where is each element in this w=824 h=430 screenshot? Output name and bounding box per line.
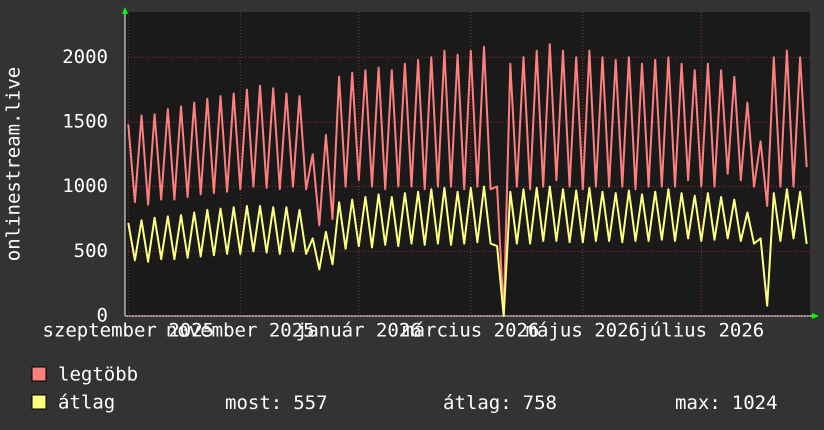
stat-label: max: (675, 392, 721, 414)
legend-swatch (31, 366, 47, 382)
y-tick-label: 1000 (62, 175, 108, 197)
stat: átlag: 758 (443, 392, 557, 414)
x-tick-label: január 2026 (296, 320, 422, 342)
y-tick-label: 1500 (62, 110, 108, 132)
series-line (127, 185, 808, 317)
y-tick-label: 0 (97, 305, 108, 327)
stat-label: átlag: (443, 392, 512, 414)
x-tick-label: november 2025 (166, 320, 315, 342)
stat: most: 557 (225, 392, 328, 414)
legend-label: legtöbb (58, 364, 138, 386)
stat-label: most: (225, 392, 282, 414)
series-line (127, 43, 808, 317)
stat-value: 1024 (732, 392, 778, 414)
y-tick-label: 2000 (62, 46, 108, 68)
legend-label: átlag (58, 392, 115, 414)
x-tick-label: július 2026 (638, 320, 764, 342)
x-tick-label: május 2026 (526, 320, 640, 342)
axis-arrow (122, 7, 128, 14)
y-axis-label: onlinestream.live (3, 67, 25, 261)
x-tick-label: március 2026 (402, 320, 539, 342)
stat-value: 758 (523, 392, 557, 414)
stat: max: 1024 (675, 392, 778, 414)
axis-arrow (812, 313, 819, 319)
x-tick-label: szeptember 2025 (42, 320, 214, 342)
y-tick-label: 500 (74, 240, 108, 262)
stat-value: 557 (293, 392, 327, 414)
legend-swatch (31, 394, 47, 410)
